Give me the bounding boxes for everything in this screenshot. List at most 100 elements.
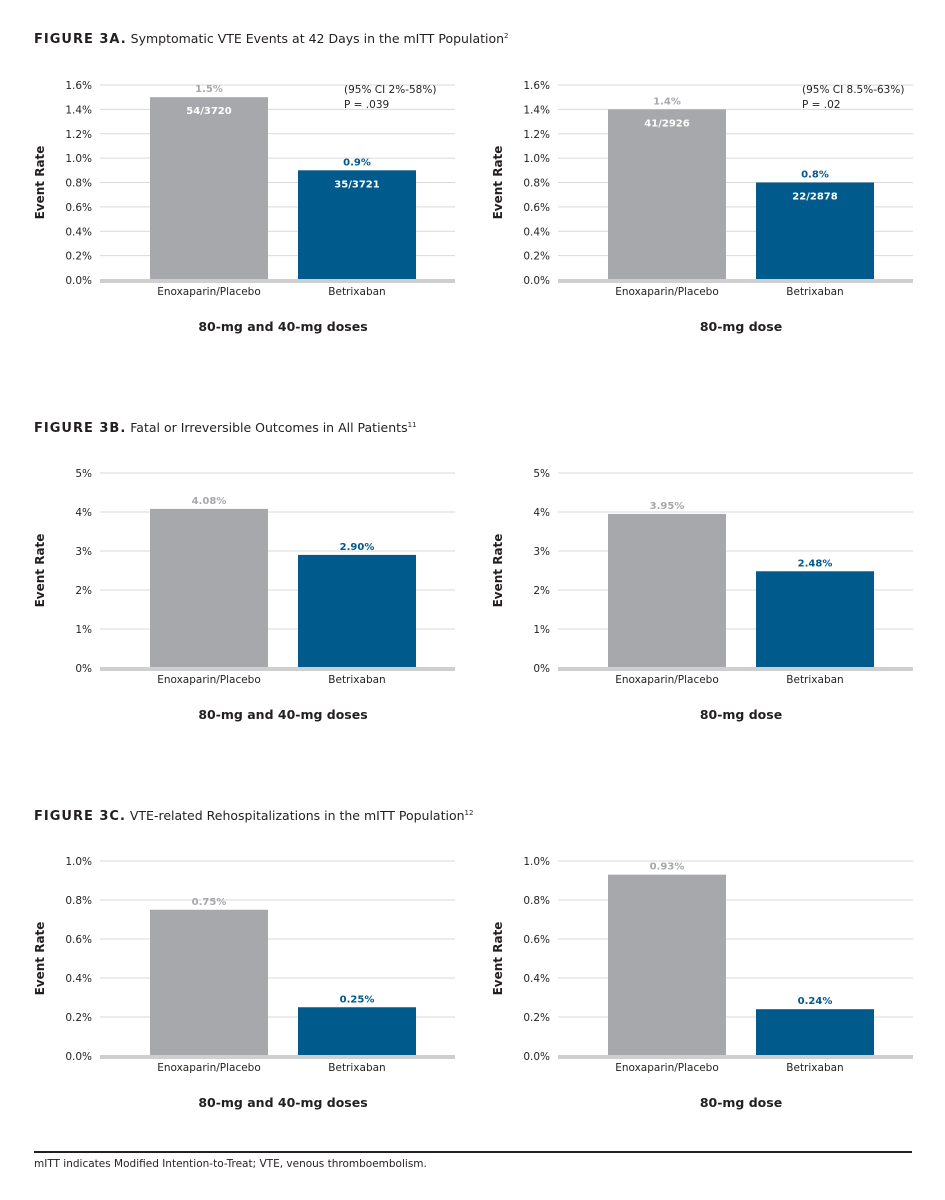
x-category-label: Betrixaban xyxy=(786,286,843,298)
chart-3b-80mg-dose: 0% 1% 2% 3% 4% 5% 3.95% Enoxaparin/Placebo 2.48%… xyxy=(478,458,945,748)
bar-value-label: 2.90% xyxy=(340,542,375,553)
bar-value-label: 0.75% xyxy=(192,897,227,908)
y-tick-label: 1.2% xyxy=(523,129,550,141)
x-axis-baseline xyxy=(558,279,913,283)
bar-enoxaparin-placebo xyxy=(150,909,268,1056)
figure-3c-title: FIGURE 3C. VTE-related Rehospitalization… xyxy=(34,808,473,824)
figure-ref: 2 xyxy=(504,31,509,40)
y-tick-label: 5% xyxy=(533,468,550,480)
chart-3a-combined-doses: 0.0% 0.2% 0.4% 0.6% 0.8% 1.0% 1.2% 1.4% 1.6% 1.5%… xyxy=(20,70,490,360)
y-tick-label: 0.4% xyxy=(65,973,92,985)
figure-label: FIGURE 3B. xyxy=(34,421,127,436)
x-category-label: Enoxaparin/Placebo xyxy=(615,674,719,686)
y-tick-label: 0.2% xyxy=(65,251,92,263)
ci-annotation: (95% CI 8.5%-63%) xyxy=(802,84,904,96)
x-axis-title: 80-mg and 40-mg doses xyxy=(198,319,367,334)
y-tick-label: 1.0% xyxy=(65,856,92,868)
bar-chart: 0% 1% 2% 3% 4% 5% 4.08% Enoxaparin/Placebo 2.90%… xyxy=(33,468,455,722)
y-tick-label: 0.6% xyxy=(523,202,550,214)
y-tick-label: 4% xyxy=(75,507,92,519)
x-category-label: Betrixaban xyxy=(786,674,843,686)
figure-title-text: Symptomatic VTE Events at 42 Days in the… xyxy=(130,31,505,46)
bar-enoxaparin-placebo xyxy=(608,513,726,668)
x-category-label: Enoxaparin/Placebo xyxy=(157,674,261,686)
x-axis-baseline xyxy=(558,1055,913,1059)
bar-value-label: 2.48% xyxy=(798,558,833,569)
bar-betrixaban xyxy=(298,170,416,280)
y-axis-title: Event Rate xyxy=(491,922,505,996)
bar-betrixaban xyxy=(298,554,416,668)
bar-value-label: 0.93% xyxy=(650,862,685,873)
y-tick-label: 1% xyxy=(75,624,92,636)
x-category-label: Enoxaparin/Placebo xyxy=(615,286,719,298)
bar-value-label: 4.08% xyxy=(192,496,227,507)
x-axis-baseline xyxy=(558,667,913,671)
bar-betrixaban xyxy=(756,1009,874,1056)
chart-3a-80mg-dose: 0.0% 0.2% 0.4% 0.6% 0.8% 1.0% 1.2% 1.4% 1.6% 1.4%… xyxy=(478,70,945,360)
y-tick-label: 0% xyxy=(75,663,92,675)
y-tick-label: 3% xyxy=(75,546,92,558)
x-axis-baseline xyxy=(100,1055,455,1059)
bar-chart: 0.0% 0.2% 0.4% 0.6% 0.8% 1.0% 0.75% Enoxaparin/… xyxy=(33,856,455,1110)
x-axis-title: 80-mg and 40-mg doses xyxy=(198,707,367,722)
bar-enoxaparin-placebo xyxy=(608,109,726,280)
bar-chart: 0.0% 0.2% 0.4% 0.6% 0.8% 1.0% 1.2% 1.4% 1.6% 1.4%… xyxy=(491,80,913,334)
y-tick-label: 1.4% xyxy=(65,104,92,116)
x-category-label: Betrixaban xyxy=(328,286,385,298)
bar-value-label: 0.8% xyxy=(801,170,829,181)
x-axis-baseline xyxy=(100,279,455,283)
bar-enoxaparin-placebo xyxy=(150,97,268,280)
y-axis-title: Event Rate xyxy=(33,146,47,220)
figure-title-text: Fatal or Irreversible Outcomes in All Pa… xyxy=(130,420,408,435)
figure-ref: 12 xyxy=(464,808,474,817)
bar-value-label: 0.24% xyxy=(798,996,833,1007)
y-tick-label: 0.2% xyxy=(523,251,550,263)
bar-betrixaban xyxy=(298,1007,416,1056)
y-tick-label: 0.8% xyxy=(523,178,550,190)
chart-3c-80mg-dose: 0.0% 0.2% 0.4% 0.6% 0.8% 1.0% 0.93% Enoxaparin/… xyxy=(478,846,945,1136)
y-axis-title: Event Rate xyxy=(33,534,47,608)
footnote-divider xyxy=(34,1151,912,1153)
y-tick-label: 0.0% xyxy=(523,1051,550,1063)
bar-value-label: 1.4% xyxy=(653,96,681,107)
y-tick-label: 2% xyxy=(75,585,92,597)
figure-ref: 11 xyxy=(407,420,417,429)
figure-label: FIGURE 3A. xyxy=(34,32,127,47)
x-category-label: Enoxaparin/Placebo xyxy=(615,1062,719,1074)
p-value-annotation: P = .02 xyxy=(802,99,841,111)
chart-3c-combined-doses: 0.0% 0.2% 0.4% 0.6% 0.8% 1.0% 0.75% Enoxaparin/… xyxy=(20,846,490,1136)
x-category-label: Enoxaparin/Placebo xyxy=(157,286,261,298)
figure-label: FIGURE 3C. xyxy=(34,809,126,824)
x-category-label: Betrixaban xyxy=(328,674,385,686)
figure-3a-title: FIGURE 3A. Symptomatic VTE Events at 42 … xyxy=(34,31,509,47)
x-axis-title: 80-mg and 40-mg doses xyxy=(198,1095,367,1110)
bar-betrixaban xyxy=(756,571,874,668)
y-tick-label: 0.8% xyxy=(65,895,92,907)
ci-annotation: (95% CI 2%-58%) xyxy=(344,84,436,96)
x-axis-baseline xyxy=(100,667,455,671)
bar-chart: 0% 1% 2% 3% 4% 5% 3.95% Enoxaparin/Placebo 2.48%… xyxy=(491,468,913,722)
y-tick-label: 1.6% xyxy=(523,80,550,92)
p-value-annotation: P = .039 xyxy=(344,99,389,111)
x-axis-title: 80-mg dose xyxy=(700,707,782,722)
y-tick-label: 0.0% xyxy=(65,1051,92,1063)
bar-value-label: 0.9% xyxy=(343,157,371,168)
bar-count-label: 22/2878 xyxy=(792,192,837,203)
y-tick-label: 5% xyxy=(75,468,92,480)
y-tick-label: 1.4% xyxy=(523,104,550,116)
y-tick-label: 0.2% xyxy=(523,1012,550,1024)
footnote: mITT indicates Modified Intention-to-Tre… xyxy=(34,1158,427,1170)
y-tick-label: 0.4% xyxy=(523,973,550,985)
y-tick-label: 1% xyxy=(533,624,550,636)
y-tick-label: 0.8% xyxy=(65,178,92,190)
bar-enoxaparin-placebo xyxy=(150,508,268,668)
y-tick-label: 0% xyxy=(533,663,550,675)
bar-chart: 0.0% 0.2% 0.4% 0.6% 0.8% 1.0% 0.93% Enoxaparin/… xyxy=(491,856,913,1110)
y-tick-label: 0.0% xyxy=(523,275,550,287)
bar-betrixaban xyxy=(756,182,874,280)
y-tick-label: 1.2% xyxy=(65,129,92,141)
y-axis-title: Event Rate xyxy=(491,534,505,608)
figure-3b-title: FIGURE 3B. Fatal or Irreversible Outcome… xyxy=(34,420,417,436)
y-tick-label: 3% xyxy=(533,546,550,558)
chart-3b-combined-doses: 0% 1% 2% 3% 4% 5% 4.08% Enoxaparin/Placebo 2.90%… xyxy=(20,458,490,748)
